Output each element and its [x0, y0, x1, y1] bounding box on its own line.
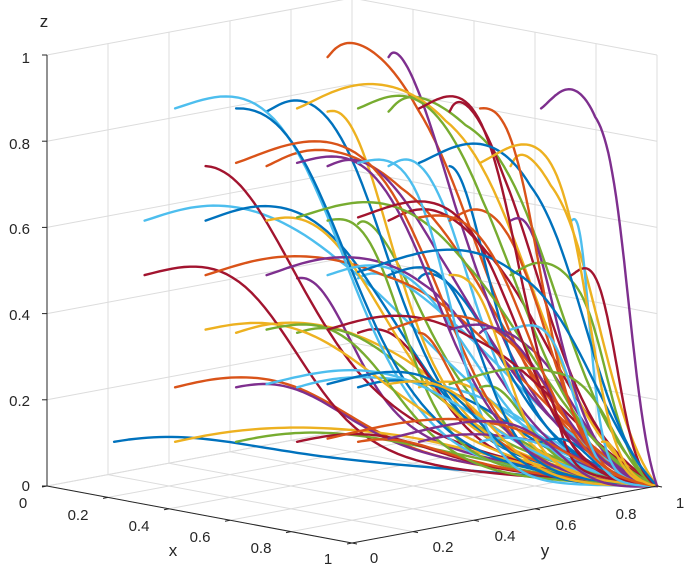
trajectory-line — [265, 148, 659, 488]
y-tick — [656, 485, 663, 488]
trajectory-line — [234, 107, 659, 488]
z-tick-label: 0.2 — [9, 393, 30, 410]
trajectory-line — [387, 95, 659, 488]
x-tick-label: 0.6 — [190, 529, 211, 546]
y-axis-line — [351, 485, 658, 544]
z-tick-label: 1 — [22, 50, 30, 67]
trajectory-line — [417, 142, 659, 488]
trajectory-line — [478, 143, 659, 488]
z-tick-label: 0.6 — [9, 221, 30, 238]
trajectory-line — [509, 216, 659, 488]
x-axis-label: x — [169, 541, 178, 560]
x-axis-line — [46, 485, 353, 544]
trajectory-line — [417, 214, 659, 488]
y-tick-label: 0.2 — [433, 539, 454, 556]
y-tick-label: 1 — [676, 495, 684, 512]
x-tick — [102, 496, 109, 499]
x-tick-label: 1 — [324, 551, 332, 568]
axes — [41, 54, 663, 545]
trajectory-line — [539, 87, 659, 488]
z-tick-label: 0.4 — [9, 307, 30, 324]
y-tick — [595, 496, 602, 499]
grid-line — [168, 462, 475, 521]
x-tick — [285, 531, 292, 534]
grid-line — [168, 451, 475, 510]
grid-line — [351, 256, 658, 315]
grid-line — [46, 428, 353, 487]
y-tick — [351, 542, 358, 545]
x-tick — [224, 519, 231, 522]
grid-line — [46, 0, 345, 56]
trajectory-line — [387, 51, 659, 488]
y-tick-label: 0.4 — [495, 528, 516, 545]
grid-line — [107, 439, 414, 498]
z-tick-label: 0 — [22, 478, 30, 495]
trajectory-line — [509, 153, 659, 488]
grid-line — [359, 0, 658, 56]
y-tick-label: 0 — [370, 550, 378, 567]
grid-line — [46, 169, 353, 228]
x-tick-label: 0.4 — [129, 518, 150, 535]
y-tick — [412, 531, 419, 534]
y-tick — [534, 508, 541, 511]
grid-line — [46, 342, 353, 401]
y-tick — [473, 519, 480, 522]
trajectory-line — [448, 100, 659, 488]
grid-line — [46, 83, 353, 142]
z-tick-label: 0.8 — [9, 136, 30, 153]
x-tick-label: 0.2 — [68, 507, 89, 524]
y-tick-label: 0.8 — [616, 506, 637, 523]
trajectory-line — [356, 248, 659, 488]
x-tick-label: 0.8 — [251, 540, 272, 557]
trajectory-series — [112, 41, 659, 488]
grid-line — [290, 474, 597, 533]
y-tick-label: 0.6 — [556, 517, 577, 534]
x-tick-label: 0 — [19, 495, 27, 512]
grid-line — [107, 474, 414, 533]
grid-line — [229, 451, 536, 510]
trajectory-line — [509, 324, 659, 488]
trajectory-line — [387, 419, 659, 488]
grid-line — [351, 83, 658, 142]
x-tick — [163, 508, 170, 511]
trajectory-line — [448, 366, 659, 488]
trajectory-line — [356, 200, 659, 488]
z-axis-label: z — [40, 12, 49, 31]
y-axis-label: y — [541, 541, 550, 560]
grid-line — [46, 256, 353, 315]
trajectory-line — [295, 200, 659, 488]
x-tick — [346, 542, 353, 545]
trajectory-line — [234, 431, 659, 488]
